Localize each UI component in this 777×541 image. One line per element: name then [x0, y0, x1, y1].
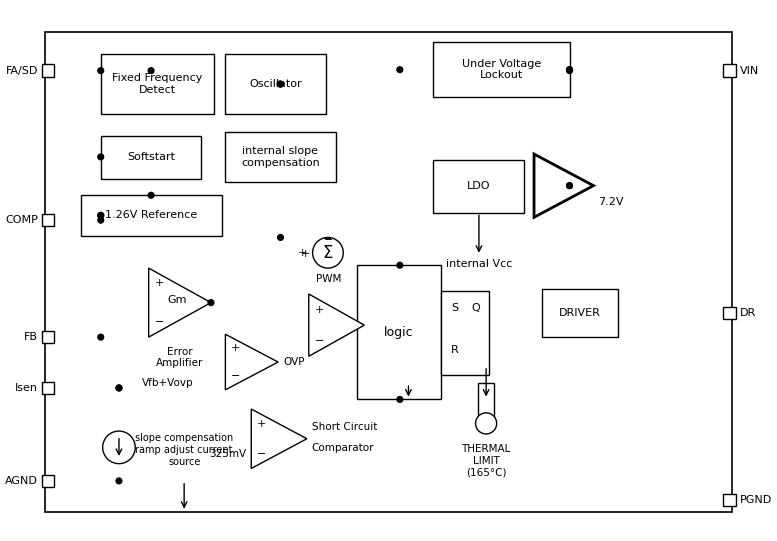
- Text: 325mV: 325mV: [209, 448, 246, 459]
- Text: FB: FB: [24, 332, 38, 342]
- Text: Softstart: Softstart: [127, 153, 175, 162]
- Text: +: +: [155, 278, 164, 288]
- Circle shape: [103, 431, 135, 464]
- Text: $\Sigma$: $\Sigma$: [322, 244, 333, 262]
- Bar: [357, 265, 441, 399]
- Circle shape: [566, 67, 573, 72]
- Text: −: −: [323, 234, 333, 243]
- Polygon shape: [225, 334, 278, 390]
- Bar: [542, 289, 618, 337]
- Bar: [723, 494, 736, 506]
- Circle shape: [312, 237, 343, 268]
- Text: PWM: PWM: [315, 274, 341, 285]
- Text: internal Vcc: internal Vcc: [446, 259, 512, 268]
- Text: −: −: [155, 317, 164, 327]
- Bar: [479, 383, 493, 424]
- Bar: [434, 160, 524, 213]
- Text: Error
Amplifier: Error Amplifier: [156, 347, 204, 368]
- Bar: [723, 64, 736, 77]
- Circle shape: [98, 68, 103, 74]
- Polygon shape: [148, 268, 211, 337]
- Text: OVP: OVP: [283, 357, 305, 367]
- Text: logic: logic: [384, 326, 413, 339]
- Circle shape: [476, 413, 497, 434]
- Circle shape: [397, 397, 402, 403]
- Circle shape: [98, 213, 103, 218]
- Circle shape: [98, 334, 103, 340]
- Circle shape: [98, 154, 103, 160]
- Circle shape: [98, 217, 103, 223]
- Text: DRIVER: DRIVER: [559, 308, 601, 318]
- Circle shape: [148, 68, 154, 74]
- Text: Gm: Gm: [167, 295, 186, 305]
- Text: Comparator: Comparator: [312, 443, 375, 453]
- Text: DR: DR: [740, 308, 756, 318]
- Bar: [441, 291, 489, 375]
- Text: PGND: PGND: [740, 495, 772, 505]
- Circle shape: [208, 300, 214, 306]
- Text: Oscillator: Oscillator: [249, 79, 302, 89]
- Bar: [225, 54, 326, 114]
- Bar: [723, 307, 736, 319]
- Text: −: −: [315, 336, 324, 346]
- Circle shape: [277, 81, 283, 87]
- Circle shape: [98, 213, 103, 218]
- Bar: [225, 132, 336, 182]
- Text: Under Voltage
Lockout: Under Voltage Lockout: [462, 59, 541, 81]
- Bar: [101, 136, 201, 179]
- Text: Short Circuit: Short Circuit: [312, 422, 377, 432]
- Bar: [434, 42, 570, 97]
- Text: +: +: [301, 249, 310, 259]
- Circle shape: [566, 67, 573, 72]
- Text: +: +: [298, 248, 307, 258]
- Bar: [42, 382, 54, 394]
- Text: VIN: VIN: [740, 65, 759, 76]
- Text: −: −: [231, 371, 241, 381]
- Bar: [81, 195, 222, 235]
- Circle shape: [148, 193, 154, 198]
- Circle shape: [277, 235, 284, 240]
- Circle shape: [116, 385, 122, 391]
- Polygon shape: [534, 154, 594, 217]
- Bar: [101, 54, 214, 114]
- Circle shape: [277, 81, 284, 87]
- Circle shape: [566, 183, 573, 188]
- Text: Isen: Isen: [15, 383, 38, 393]
- Text: internal slope
compensation: internal slope compensation: [241, 146, 320, 168]
- Text: +: +: [231, 343, 241, 353]
- Text: LDO: LDO: [467, 181, 490, 191]
- Text: THERMAL
LIMIT
(165°C): THERMAL LIMIT (165°C): [462, 445, 510, 478]
- Text: Vfb+Vovp: Vfb+Vovp: [142, 378, 193, 388]
- Circle shape: [566, 68, 573, 74]
- Bar: [42, 474, 54, 487]
- Polygon shape: [251, 409, 307, 469]
- Polygon shape: [308, 294, 364, 357]
- Circle shape: [397, 262, 402, 268]
- Text: −: −: [257, 448, 267, 459]
- Text: Fixed Frequency
Detect: Fixed Frequency Detect: [112, 73, 203, 95]
- Bar: [42, 214, 54, 226]
- Text: −: −: [324, 235, 333, 245]
- Circle shape: [397, 67, 402, 72]
- Text: Q: Q: [471, 303, 480, 313]
- Circle shape: [116, 385, 122, 391]
- Circle shape: [116, 478, 122, 484]
- Text: AGND: AGND: [5, 476, 38, 486]
- Text: +: +: [257, 419, 267, 429]
- Text: slope compensation
ramp adjust current
source: slope compensation ramp adjust current s…: [135, 433, 233, 466]
- Circle shape: [566, 183, 573, 188]
- Text: S: S: [451, 303, 458, 313]
- Text: R: R: [451, 345, 458, 355]
- Text: 1.26V Reference: 1.26V Reference: [106, 210, 197, 220]
- Bar: [42, 331, 54, 344]
- Text: COMP: COMP: [5, 215, 38, 225]
- Text: FA/SD: FA/SD: [5, 65, 38, 76]
- Text: +: +: [315, 305, 324, 314]
- Text: 7.2V: 7.2V: [598, 197, 624, 207]
- Bar: [42, 64, 54, 77]
